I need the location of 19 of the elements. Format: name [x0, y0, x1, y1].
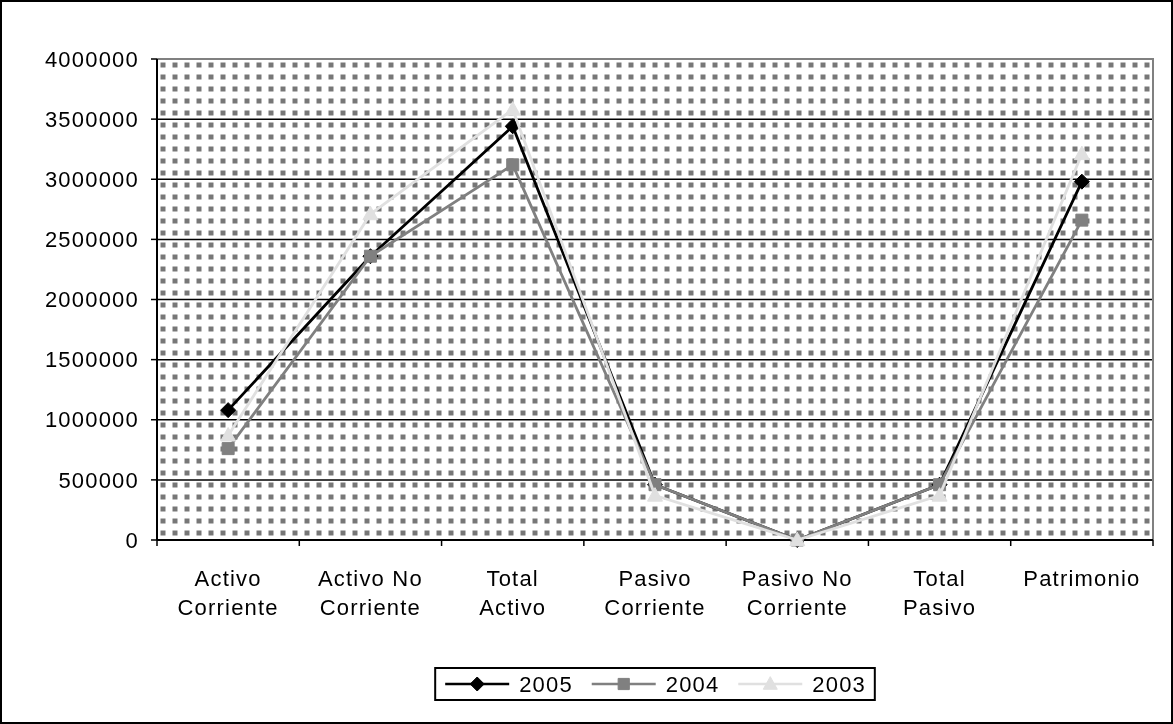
y-tick-label: 3000000 [44, 166, 139, 192]
x-tick-label: Activo Corriente [177, 566, 279, 620]
x-tick-label: Pasivo No Corriente [741, 566, 853, 620]
y-tick-label: 1500000 [44, 347, 139, 373]
legend-label: 2004 [665, 671, 720, 697]
y-tick-label: 3500000 [44, 106, 139, 132]
x-tick-label: Total Pasivo [902, 566, 977, 620]
y-tick-label: 500000 [58, 467, 139, 493]
y-tick-label: 1000000 [44, 407, 139, 433]
y-tick-label: 0 [125, 527, 139, 553]
x-tick-label: Total Activo [479, 566, 547, 620]
legend-label: 2003 [812, 671, 867, 697]
x-tick-label: Pasivo Corriente [604, 566, 706, 620]
y-tick-label: 4000000 [44, 46, 139, 72]
legend-label: 2005 [519, 671, 573, 697]
y-tick-label: 2500000 [44, 227, 139, 253]
x-tick-label: Patrimonio [1023, 566, 1141, 591]
y-tick-label: 2000000 [44, 287, 139, 313]
x-tick-label: Activo No Corriente [317, 566, 423, 620]
